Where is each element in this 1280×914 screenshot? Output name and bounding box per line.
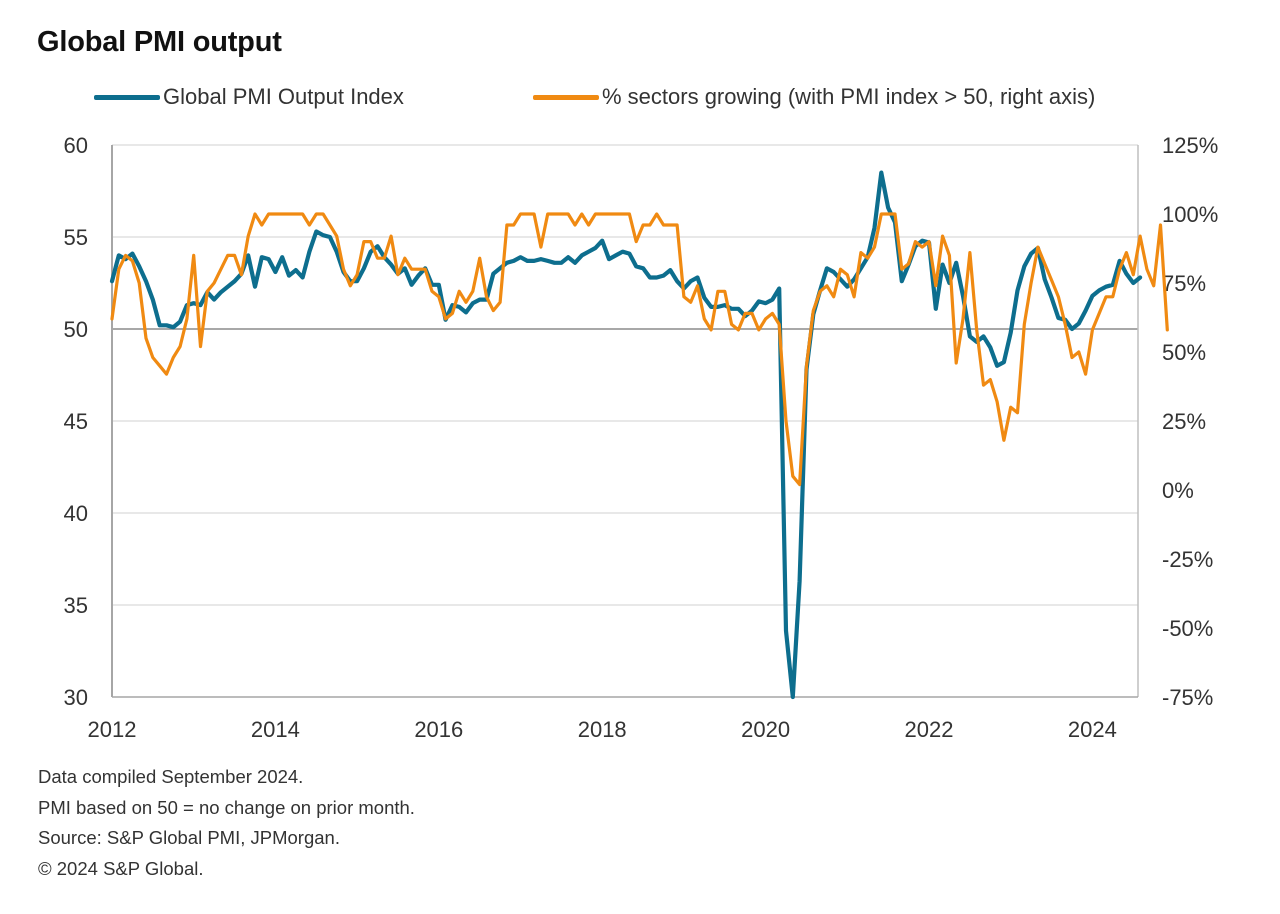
left-tick-label: 50: [64, 317, 88, 342]
series-lines: [109, 170, 1169, 700]
x-tick-label: 2022: [905, 717, 954, 742]
left-tick-label: 35: [64, 593, 88, 618]
right-tick-label: 125%: [1162, 133, 1218, 158]
gridlines: [112, 144, 1138, 606]
legend-item-pmi-index: Global PMI Output Index: [94, 84, 404, 110]
left-tick-label: 55: [64, 225, 88, 250]
legend-label-sectors-growing: % sectors growing (with PMI index > 50, …: [602, 84, 1096, 109]
left-tick-label: 30: [64, 685, 88, 710]
x-tick-label: 2014: [251, 717, 300, 742]
footnotes: Data compiled September 2024. PMI based …: [38, 762, 415, 884]
x-tick-label: 2020: [741, 717, 790, 742]
x-tick-label: 2012: [88, 717, 137, 742]
footnote-source: Source: S&P Global PMI, JPMorgan.: [38, 827, 340, 848]
chart-title: Global PMI output: [37, 26, 282, 58]
footnote-copyright: © 2024 S&P Global.: [38, 857, 204, 879]
x-axis-ticks: 2012 2014 2016 2018 2020 2022 2024: [88, 717, 1117, 742]
legend: Global PMI Output Index % sectors growin…: [0, 84, 1280, 114]
legend-item-sectors-growing: % sectors growing (with PMI index > 50, …: [533, 84, 1095, 110]
x-tick-label: 2016: [414, 717, 463, 742]
left-axis-ticks: 60 55 50 45 40 35 30: [64, 133, 88, 710]
legend-label-pmi-index: Global PMI Output Index: [163, 84, 404, 109]
right-tick-label: -75%: [1162, 685, 1213, 710]
right-tick-label: -50%: [1162, 616, 1213, 641]
right-tick-label: 100%: [1162, 202, 1218, 227]
left-tick-label: 45: [64, 409, 88, 434]
left-tick-label: 60: [64, 133, 88, 158]
legend-swatch-pmi-index: [94, 94, 160, 100]
x-tick-label: 2024: [1068, 717, 1117, 742]
footnote-pmi-basis: PMI based on 50 = no change on prior mon…: [38, 796, 415, 818]
right-tick-label: -25%: [1162, 547, 1213, 572]
series-line-pmi-output-index: [109, 170, 1143, 700]
right-tick-label: 0%: [1162, 478, 1194, 503]
right-axis-ticks: 125% 100% 75% 50% 25% 0% -25% -50% -75%: [1162, 133, 1218, 710]
right-tick-label: 25%: [1162, 409, 1206, 434]
legend-swatch-sectors-growing: [533, 94, 599, 100]
footnote-data-compiled: Data compiled September 2024.: [38, 766, 304, 787]
right-tick-label: 50%: [1162, 340, 1206, 365]
chart-plot: 60 55 50 45 40 35 30 125% 100% 75% 50% 25% 0% -25% -5…: [64, 133, 1219, 742]
left-tick-label: 40: [64, 501, 88, 526]
right-tick-label: 75%: [1162, 271, 1206, 296]
series-line-sectors-growing: [110, 212, 1169, 487]
x-tick-label: 2018: [578, 717, 627, 742]
